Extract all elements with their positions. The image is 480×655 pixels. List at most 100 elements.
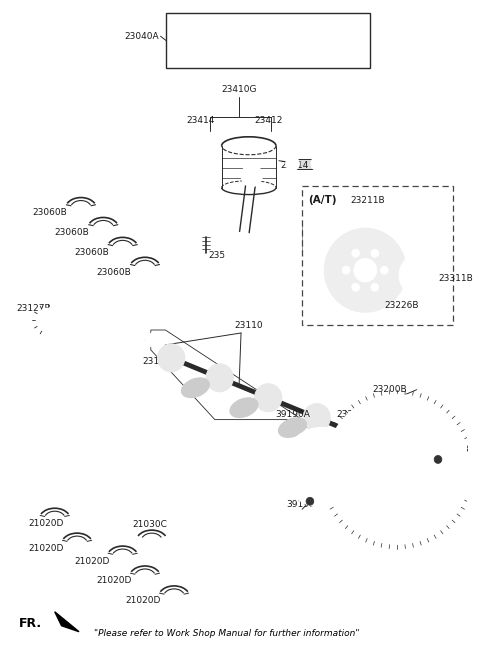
Circle shape: [335, 464, 341, 471]
Text: 21020D: 21020D: [126, 596, 161, 605]
Text: "Please refer to Work Shop Manual for further information": "Please refer to Work Shop Manual for fu…: [94, 629, 359, 638]
Text: 23127B: 23127B: [16, 303, 50, 312]
Text: 23311B: 23311B: [438, 274, 473, 283]
Circle shape: [409, 272, 415, 278]
Text: 23110: 23110: [235, 320, 263, 329]
Bar: [294, 159, 316, 169]
Circle shape: [384, 456, 410, 483]
Ellipse shape: [181, 378, 209, 398]
Ellipse shape: [278, 418, 306, 438]
Text: 21030C: 21030C: [132, 519, 167, 529]
Circle shape: [298, 443, 345, 491]
Circle shape: [310, 478, 317, 485]
Bar: [167, 13, 370, 68]
Circle shape: [337, 408, 457, 531]
Text: 23410G: 23410G: [221, 84, 257, 94]
Text: FR.: FR.: [19, 617, 42, 630]
Circle shape: [286, 157, 299, 171]
Circle shape: [381, 267, 388, 274]
Circle shape: [396, 441, 422, 468]
Text: 21020D: 21020D: [28, 544, 64, 553]
Text: 23311A: 23311A: [382, 500, 417, 509]
Circle shape: [399, 253, 442, 297]
Text: 23212: 23212: [336, 410, 365, 419]
Circle shape: [354, 259, 377, 282]
Circle shape: [232, 240, 252, 260]
Circle shape: [367, 438, 428, 501]
Text: 23211B: 23211B: [351, 196, 385, 205]
Circle shape: [254, 384, 282, 411]
Text: 23060B: 23060B: [55, 228, 89, 237]
Circle shape: [43, 288, 144, 392]
Circle shape: [152, 336, 159, 344]
Circle shape: [342, 267, 350, 274]
Circle shape: [311, 411, 323, 424]
Text: 23414: 23414: [281, 161, 309, 170]
Ellipse shape: [327, 438, 355, 457]
Polygon shape: [55, 612, 79, 631]
Circle shape: [326, 478, 333, 485]
Text: 39191: 39191: [286, 500, 314, 509]
Circle shape: [407, 261, 434, 289]
Circle shape: [311, 157, 324, 171]
Circle shape: [306, 497, 314, 505]
Circle shape: [78, 324, 108, 356]
Bar: [302, 185, 453, 325]
Circle shape: [324, 229, 406, 312]
Circle shape: [302, 464, 309, 471]
Circle shape: [43, 315, 53, 325]
Circle shape: [352, 485, 361, 495]
Circle shape: [214, 372, 226, 384]
Circle shape: [243, 174, 254, 185]
Ellipse shape: [230, 398, 258, 417]
Text: 23414: 23414: [186, 117, 215, 125]
Text: 23513: 23513: [208, 251, 237, 260]
Circle shape: [225, 233, 260, 269]
Circle shape: [324, 395, 470, 544]
Circle shape: [415, 269, 426, 281]
Text: 23060B: 23060B: [74, 248, 109, 257]
Circle shape: [421, 500, 431, 510]
Text: 59418: 59418: [440, 445, 468, 454]
Circle shape: [382, 419, 392, 429]
Circle shape: [351, 445, 361, 455]
Circle shape: [61, 307, 126, 373]
Text: 23226B: 23226B: [384, 301, 419, 310]
Text: 21020D: 21020D: [28, 519, 64, 528]
Circle shape: [371, 250, 379, 257]
Circle shape: [310, 449, 317, 457]
Text: 23040A: 23040A: [124, 31, 158, 41]
Circle shape: [418, 281, 423, 287]
Circle shape: [157, 344, 185, 372]
Text: 23060B: 23060B: [96, 268, 131, 276]
Circle shape: [403, 449, 415, 460]
Circle shape: [418, 263, 423, 269]
Circle shape: [166, 352, 177, 364]
Text: (A/T): (A/T): [308, 195, 336, 204]
Circle shape: [148, 332, 163, 348]
Text: 23200B: 23200B: [372, 385, 407, 394]
Circle shape: [420, 428, 430, 438]
Text: 21020D: 21020D: [96, 576, 132, 586]
Text: 23060B: 23060B: [33, 208, 67, 217]
Circle shape: [312, 457, 331, 477]
Circle shape: [263, 392, 274, 403]
Circle shape: [434, 455, 442, 464]
Circle shape: [36, 308, 60, 332]
Circle shape: [326, 449, 333, 457]
Text: 23124B: 23124B: [69, 303, 104, 312]
Circle shape: [426, 272, 432, 278]
Circle shape: [303, 403, 330, 432]
Text: 23510: 23510: [333, 236, 362, 245]
Circle shape: [383, 510, 393, 519]
Circle shape: [241, 164, 263, 187]
Circle shape: [283, 428, 360, 507]
Text: 21020D: 21020D: [74, 557, 109, 565]
Circle shape: [352, 250, 360, 257]
Circle shape: [339, 243, 392, 297]
Text: 23412: 23412: [254, 117, 282, 125]
Circle shape: [437, 464, 447, 474]
Circle shape: [371, 283, 379, 291]
Circle shape: [352, 283, 360, 291]
Circle shape: [206, 364, 233, 392]
